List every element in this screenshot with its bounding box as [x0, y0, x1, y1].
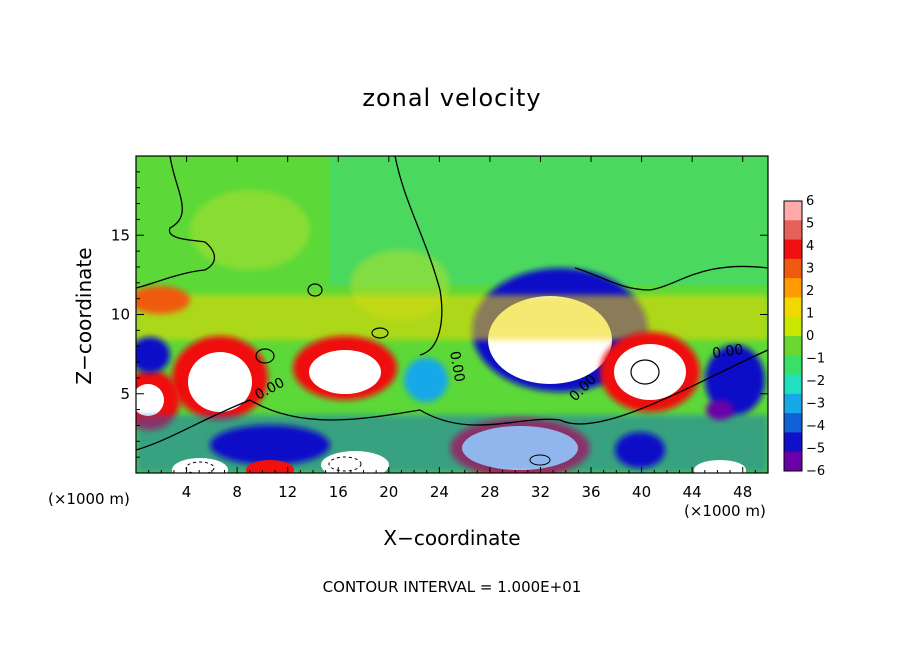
x-tick-label: 36: [581, 483, 600, 501]
colorbar-tick-label: 1: [806, 307, 814, 322]
colorbar-swatch: [784, 201, 802, 221]
colorbar-tick-label: −5: [806, 442, 825, 457]
x-tick-label: 32: [531, 483, 550, 501]
colorbar-tick-label: 0: [806, 329, 814, 344]
colorbar-tick-label: −6: [806, 464, 825, 479]
x-axis-label: X−coordinate: [383, 526, 521, 550]
x-tick-label: 48: [733, 483, 752, 501]
colorbar: 6 5 4 3 2 1 0 −1 −2 −3 −4 −5 −6: [783, 194, 825, 479]
chart-title: zonal velocity: [362, 84, 542, 112]
colorbar-tick-label: −3: [806, 397, 825, 412]
x-tick-label: 28: [480, 483, 499, 501]
colorbar-frame: [783, 200, 803, 472]
colorbar-swatch: [784, 316, 802, 337]
colorbar-swatch: [784, 336, 802, 356]
x-tick-label: 12: [278, 483, 297, 501]
colorbar-swatch: [784, 258, 802, 279]
colorbar-swatch: [784, 239, 802, 260]
x-tick-label: 40: [632, 483, 651, 501]
colorbar-tick-label: −1: [806, 352, 825, 367]
contour-label: 0.00: [711, 342, 744, 362]
x-tick-label: 20: [379, 483, 398, 501]
contour-interval-note: CONTOUR INTERVAL = 1.000E+01: [322, 578, 582, 596]
colorbar-tick-label: −2: [806, 374, 825, 389]
x-tick-label: 8: [232, 483, 242, 501]
heatmap-field: [136, 156, 768, 473]
colorbar-swatch: [784, 432, 802, 453]
colorbar-tick-label: 5: [806, 217, 814, 232]
colorbar-tick-label: 4: [806, 239, 814, 254]
colorbar-swatch: [784, 355, 802, 376]
colorbar-swatch: [784, 374, 802, 395]
x-axis-ticks: 4 8 12 16 20 24 28 32 36 40 44 48: [148, 156, 756, 501]
contour-label: 0.00: [446, 350, 467, 383]
colorbar-tick-label: −4: [806, 419, 825, 434]
x-tick-label: 16: [329, 483, 348, 501]
y-tick-label: 5: [120, 385, 130, 403]
colorbar-swatch: [784, 220, 802, 241]
colorbar-swatch: [784, 413, 802, 433]
colorbar-swatch: [784, 278, 802, 298]
colorbar-swatch: [784, 297, 802, 318]
x-unit-label-left: (×1000 m): [48, 490, 130, 508]
y-tick-label: 15: [111, 226, 130, 244]
y-tick-label: 10: [111, 306, 130, 324]
colorbar-swatch: [784, 451, 802, 472]
colorbar-tick-label: 6: [806, 194, 814, 209]
x-tick-label: 24: [430, 483, 449, 501]
y-axis-ticks: 5 10 15: [111, 171, 768, 458]
colorbar-tick-label: 3: [806, 262, 814, 277]
colorbar-swatch: [784, 393, 802, 414]
colorbar-tick-label: 2: [806, 284, 814, 299]
x-tick-label: 44: [683, 483, 702, 501]
x-tick-label: 4: [182, 483, 192, 501]
y-axis-label: Z−coordinate: [72, 247, 96, 385]
x-unit-label-right: (×1000 m): [684, 502, 766, 520]
